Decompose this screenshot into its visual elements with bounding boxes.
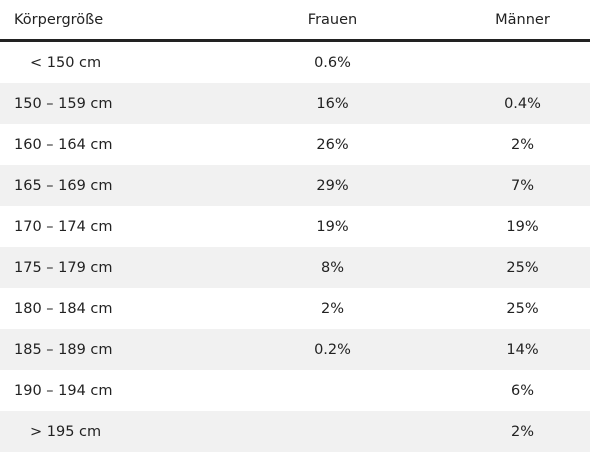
table-row: 175 – 179 cm 8% 25% bbox=[0, 247, 590, 288]
row-range: > 195 cm bbox=[30, 423, 102, 440]
row-range: 180 – 184 cm bbox=[14, 300, 113, 317]
table-row: 180 – 184 cm 2% 25% bbox=[0, 288, 590, 329]
row-men: 6% bbox=[510, 382, 534, 399]
row-men: 25% bbox=[506, 300, 539, 317]
table-row: 185 – 189 cm 0.2% 14% bbox=[0, 329, 590, 370]
row-men: 7% bbox=[510, 177, 534, 194]
table-row: 150 – 159 cm 16% 0.4% bbox=[0, 83, 590, 124]
row-range: 170 – 174 cm bbox=[14, 218, 113, 235]
table-row: 190 – 194 cm 6% bbox=[0, 370, 590, 411]
table-row: < 150 cm 0.6% bbox=[0, 42, 590, 83]
row-women: 26% bbox=[316, 136, 349, 153]
row-men: 2% bbox=[510, 136, 534, 153]
table-row: 165 – 169 cm 29% 7% bbox=[0, 165, 590, 206]
table-header: Körpergröße Frauen Männer bbox=[0, 0, 590, 42]
row-women: 8% bbox=[320, 259, 344, 276]
header-men: Männer bbox=[495, 11, 550, 28]
row-range: 165 – 169 cm bbox=[14, 177, 113, 194]
row-range: 190 – 194 cm bbox=[14, 382, 113, 399]
height-distribution-table: Körpergröße Frauen Männer < 150 cm 0.6% … bbox=[0, 0, 590, 452]
row-men: 14% bbox=[506, 341, 539, 358]
row-men: 19% bbox=[506, 218, 539, 235]
row-women: 16% bbox=[316, 95, 349, 112]
row-men: 25% bbox=[506, 259, 539, 276]
row-women: 19% bbox=[316, 218, 349, 235]
row-range: 185 – 189 cm bbox=[14, 341, 113, 358]
table-row: 170 – 174 cm 19% 19% bbox=[0, 206, 590, 247]
row-women: 0.2% bbox=[314, 341, 351, 358]
row-women: 0.6% bbox=[314, 54, 351, 71]
header-height: Körpergröße bbox=[14, 11, 104, 28]
header-women: Frauen bbox=[307, 11, 358, 28]
row-range: 175 – 179 cm bbox=[14, 259, 113, 276]
row-women: 29% bbox=[316, 177, 349, 194]
table-row: 160 – 164 cm 26% 2% bbox=[0, 124, 590, 165]
row-range: < 150 cm bbox=[30, 54, 102, 71]
table-row: > 195 cm 2% bbox=[0, 411, 590, 452]
row-range: 150 – 159 cm bbox=[14, 95, 113, 112]
row-men: 2% bbox=[510, 423, 534, 440]
row-range: 160 – 164 cm bbox=[14, 136, 113, 153]
row-men: 0.4% bbox=[504, 95, 541, 112]
row-women: 2% bbox=[320, 300, 344, 317]
